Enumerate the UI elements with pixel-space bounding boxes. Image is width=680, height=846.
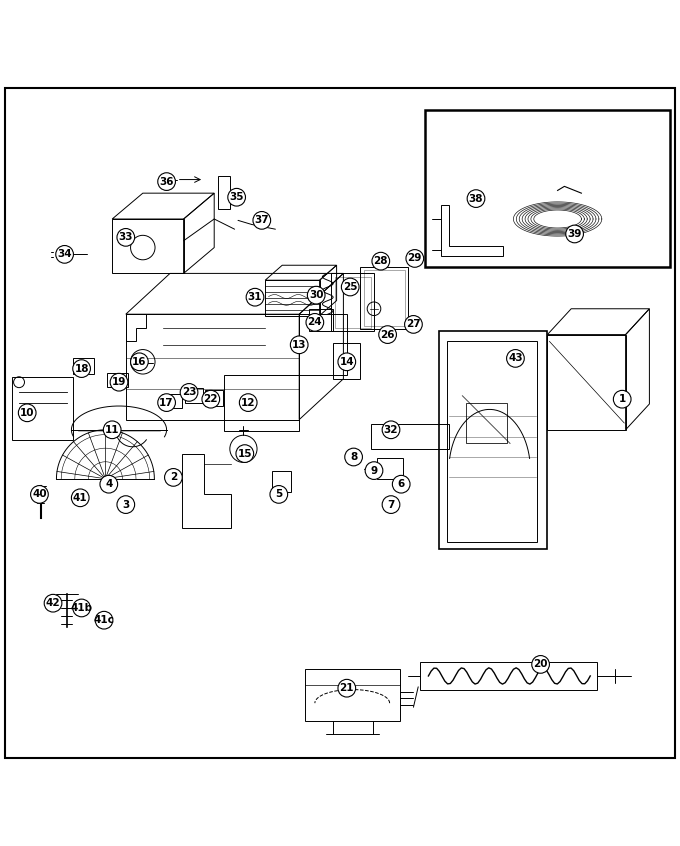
Text: 36: 36 <box>159 177 174 187</box>
Circle shape <box>246 288 264 306</box>
Text: 27: 27 <box>406 320 421 329</box>
Text: 15: 15 <box>237 448 252 459</box>
Circle shape <box>253 212 271 229</box>
Circle shape <box>306 314 324 331</box>
Text: 28: 28 <box>373 256 388 266</box>
Circle shape <box>158 393 175 411</box>
Circle shape <box>95 612 113 629</box>
Text: 7: 7 <box>388 500 394 509</box>
Circle shape <box>338 353 356 371</box>
Circle shape <box>382 421 400 438</box>
Circle shape <box>117 496 135 514</box>
Circle shape <box>44 595 62 612</box>
Circle shape <box>392 475 410 493</box>
Text: 32: 32 <box>384 425 398 435</box>
Circle shape <box>290 336 308 354</box>
Text: 1: 1 <box>619 394 626 404</box>
Circle shape <box>566 225 583 243</box>
Text: 29: 29 <box>407 254 422 263</box>
Text: 38: 38 <box>469 194 483 204</box>
Text: 5: 5 <box>275 489 282 499</box>
Text: 8: 8 <box>350 452 357 462</box>
Circle shape <box>110 373 128 391</box>
Text: 23: 23 <box>182 387 197 398</box>
Circle shape <box>382 496 400 514</box>
Circle shape <box>345 448 362 466</box>
Circle shape <box>158 173 175 190</box>
Text: 35: 35 <box>229 192 244 202</box>
Circle shape <box>202 390 220 408</box>
Text: 41: 41 <box>73 493 88 503</box>
Text: 12: 12 <box>241 398 256 408</box>
Circle shape <box>117 228 135 246</box>
Text: 31: 31 <box>248 292 262 302</box>
Text: 16: 16 <box>132 357 147 367</box>
Text: 20: 20 <box>533 659 548 669</box>
Text: 24: 24 <box>307 317 322 327</box>
Circle shape <box>71 489 89 507</box>
Text: 26: 26 <box>380 330 395 339</box>
Circle shape <box>180 383 198 401</box>
Text: 4: 4 <box>105 479 112 489</box>
Text: 11: 11 <box>105 425 120 435</box>
Circle shape <box>307 286 325 304</box>
Circle shape <box>613 390 631 408</box>
Circle shape <box>338 679 356 697</box>
Text: 42: 42 <box>46 598 61 608</box>
Text: 30: 30 <box>309 290 324 300</box>
Bar <box>425 110 670 266</box>
Text: 25: 25 <box>343 282 358 292</box>
Text: 22: 22 <box>203 394 218 404</box>
Circle shape <box>406 250 424 267</box>
Circle shape <box>31 486 48 503</box>
Text: 2: 2 <box>170 472 177 482</box>
Circle shape <box>507 349 524 367</box>
Text: 17: 17 <box>159 398 174 408</box>
Text: 14: 14 <box>339 357 354 367</box>
Text: 41c: 41c <box>94 615 114 625</box>
Circle shape <box>532 656 549 673</box>
Text: 21: 21 <box>339 684 354 693</box>
Circle shape <box>379 326 396 343</box>
Text: 10: 10 <box>20 408 35 418</box>
Circle shape <box>341 278 359 296</box>
Circle shape <box>73 360 90 377</box>
Text: 43: 43 <box>508 354 523 364</box>
Circle shape <box>103 421 121 438</box>
Circle shape <box>100 475 118 493</box>
Circle shape <box>165 469 182 486</box>
Bar <box>218 176 230 209</box>
Text: 13: 13 <box>292 340 307 349</box>
Text: 37: 37 <box>254 216 269 225</box>
Circle shape <box>239 393 257 411</box>
Text: 3: 3 <box>122 500 129 509</box>
Text: 6: 6 <box>398 479 405 489</box>
Circle shape <box>18 404 36 421</box>
Circle shape <box>131 353 148 371</box>
Text: 40: 40 <box>32 489 47 499</box>
Text: 41b: 41b <box>71 603 92 613</box>
Text: 19: 19 <box>112 377 126 387</box>
Text: 9: 9 <box>371 465 377 475</box>
Circle shape <box>270 486 288 503</box>
Circle shape <box>73 599 90 617</box>
Circle shape <box>236 445 254 463</box>
Text: 33: 33 <box>118 233 133 242</box>
Circle shape <box>467 190 485 207</box>
Circle shape <box>405 316 422 333</box>
Circle shape <box>365 462 383 480</box>
Circle shape <box>228 189 245 206</box>
Text: 18: 18 <box>74 364 89 374</box>
Circle shape <box>372 252 390 270</box>
Text: 39: 39 <box>567 229 582 239</box>
Text: 34: 34 <box>57 250 72 260</box>
Circle shape <box>56 245 73 263</box>
